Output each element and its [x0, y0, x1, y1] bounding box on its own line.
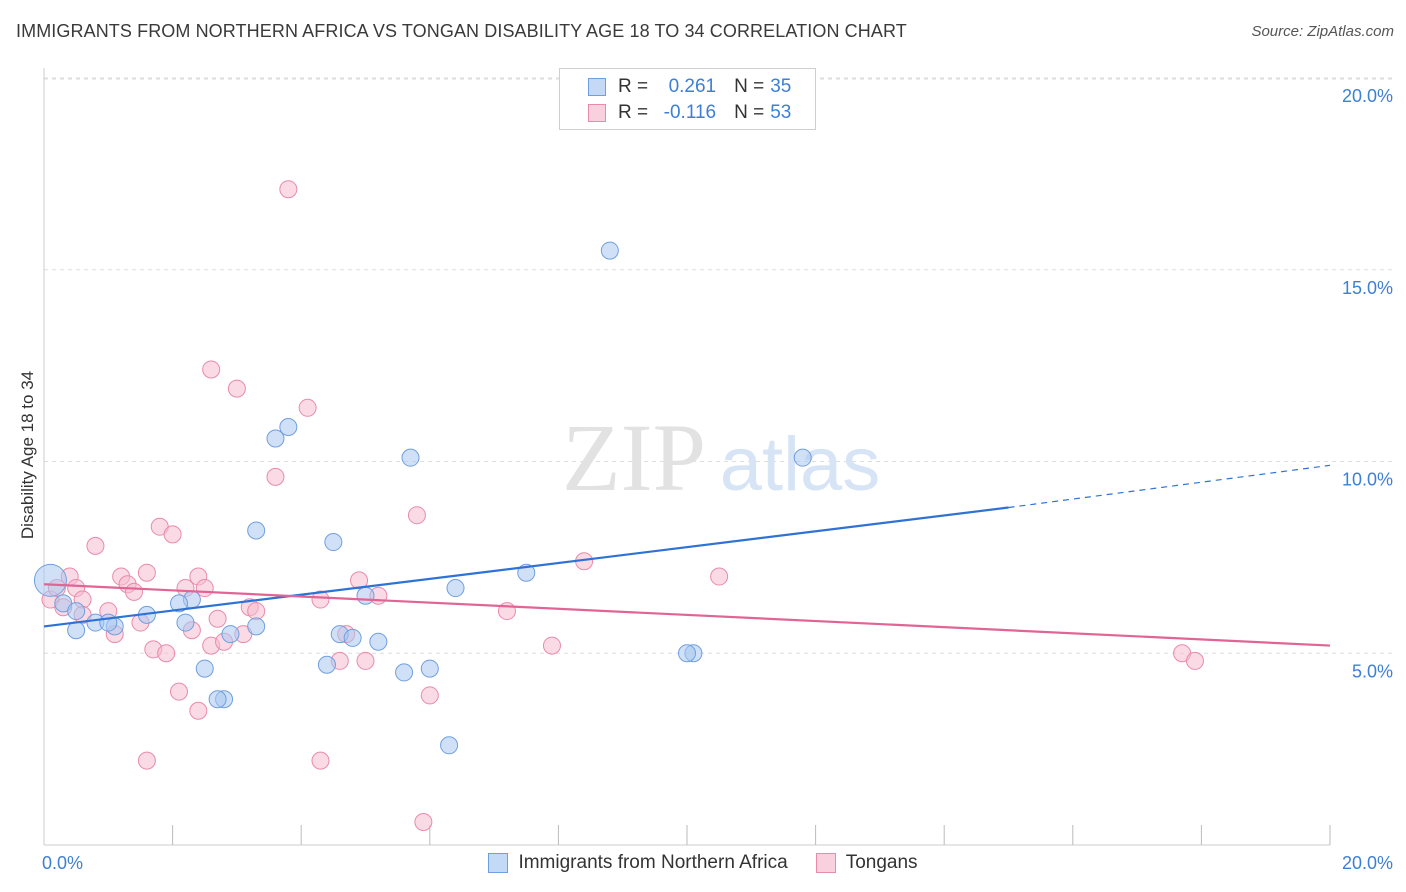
axes — [43, 68, 1331, 846]
tongans-point — [420, 686, 439, 705]
watermark-zip: ZIP — [562, 404, 706, 511]
northern-africa-point — [33, 563, 67, 597]
y-tick-label: 15.0% — [1342, 278, 1393, 298]
northern-africa-point — [221, 625, 240, 644]
series-legend: Immigrants from Northern Africa Tongans — [0, 852, 1406, 874]
y-tick-label: 5.0% — [1352, 661, 1393, 681]
northern-africa-point — [279, 417, 298, 436]
northern-africa-point — [600, 241, 619, 260]
northern-africa-point — [247, 617, 266, 636]
x-tick-label: 0.0% — [42, 853, 83, 873]
correlation-legend: R = 0.261 N = 35 R = -0.116 N = 53 — [559, 68, 816, 130]
tongans-point — [311, 751, 330, 770]
northern-africa-point — [195, 659, 214, 678]
tongans-point — [247, 602, 266, 621]
northern-africa-point — [395, 663, 414, 682]
northern-africa-point — [440, 736, 459, 755]
tongans-point — [710, 567, 729, 586]
northern-africa-point — [369, 632, 388, 651]
northern-africa-point — [317, 655, 336, 674]
legend-r-label: R = — [618, 76, 649, 97]
northern-africa-point — [678, 644, 696, 663]
tongans-point — [298, 398, 317, 417]
x-tick-label: 20.0% — [1342, 853, 1393, 873]
series-legend-item-northern-africa: Immigrants from Northern Africa — [488, 852, 788, 874]
series-label: Tongans — [845, 852, 918, 873]
y-tick-label: 20.0% — [1342, 86, 1393, 106]
legend-r-label: R = — [618, 102, 649, 123]
northern-africa-point — [446, 579, 465, 598]
legend-r-value: 0.261 — [668, 76, 717, 97]
northern-africa-point — [170, 594, 189, 613]
source-credit: Source: ZipAtlas.com — [1251, 23, 1394, 40]
tongans-point — [279, 180, 298, 199]
tongans-point — [266, 467, 285, 486]
tongans-point — [227, 379, 246, 398]
series-label: Immigrants from Northern Africa — [518, 852, 788, 873]
series-legend-item-tongans: Tongans — [815, 852, 918, 874]
legend-n-value: 35 — [770, 76, 792, 97]
tongans-point — [170, 682, 189, 701]
legend-n-value: 53 — [770, 102, 792, 123]
y-tick-label: 10.0% — [1342, 470, 1393, 490]
northern-africa-point — [793, 448, 812, 467]
northern-africa-trend-extension — [1008, 464, 1331, 509]
tongans-points — [41, 180, 1204, 831]
northern-africa-trend-line — [43, 506, 1009, 628]
northern-africa-point — [99, 613, 118, 632]
northern-africa-point — [247, 521, 266, 540]
tongans-point — [311, 590, 330, 609]
northern-africa-point — [343, 628, 362, 647]
northern-africa-point — [420, 659, 439, 678]
trend-lines — [43, 464, 1331, 647]
watermark: ZIP atlas — [562, 404, 880, 511]
northern-africa-point — [266, 429, 285, 448]
tongans-point — [1185, 651, 1204, 670]
tongans-point — [356, 651, 375, 670]
tongans-point — [542, 636, 561, 655]
grid-lines — [44, 77, 1392, 654]
legend-r-value: -0.116 — [663, 102, 717, 123]
northern-africa-point — [176, 613, 195, 632]
tongans-point — [350, 571, 369, 590]
legend-swatch-pink — [588, 104, 606, 122]
northern-africa-point — [324, 533, 343, 552]
chart-title: IMMIGRANTS FROM NORTHERN AFRICA VS TONGA… — [16, 21, 907, 41]
northern-africa-point — [67, 602, 86, 621]
legend-n-label: N = — [734, 76, 765, 97]
tongans-point — [163, 525, 182, 544]
tongans-point — [202, 360, 221, 379]
tongans-point — [414, 812, 433, 831]
series-swatch-blue — [488, 853, 509, 873]
tongans-point — [137, 563, 156, 582]
northern-africa-point — [67, 621, 86, 640]
tongans-trend-line — [43, 583, 1331, 647]
legend-n-label: N = — [734, 102, 765, 123]
tongans-point — [137, 751, 156, 770]
series-swatch-pink — [815, 853, 836, 873]
northern-africa-point — [401, 448, 420, 467]
tongans-point — [208, 609, 227, 628]
tongans-point — [125, 582, 144, 601]
tongans-point — [157, 644, 176, 663]
legend-row-tongans: R = -0.116 N = 53 — [588, 100, 791, 126]
tongans-point — [86, 536, 105, 555]
northern-africa-point — [208, 690, 227, 709]
legend-swatch-blue — [588, 78, 606, 96]
tongans-point — [407, 506, 426, 525]
northern-africa-point — [356, 586, 375, 605]
tick-labels: 5.0% 10.0% 15.0% 20.0% 0.0% 20.0% — [42, 86, 1393, 873]
tongans-point — [189, 701, 208, 720]
legend-row-northern-africa: R = 0.261 N = 35 — [588, 74, 791, 100]
